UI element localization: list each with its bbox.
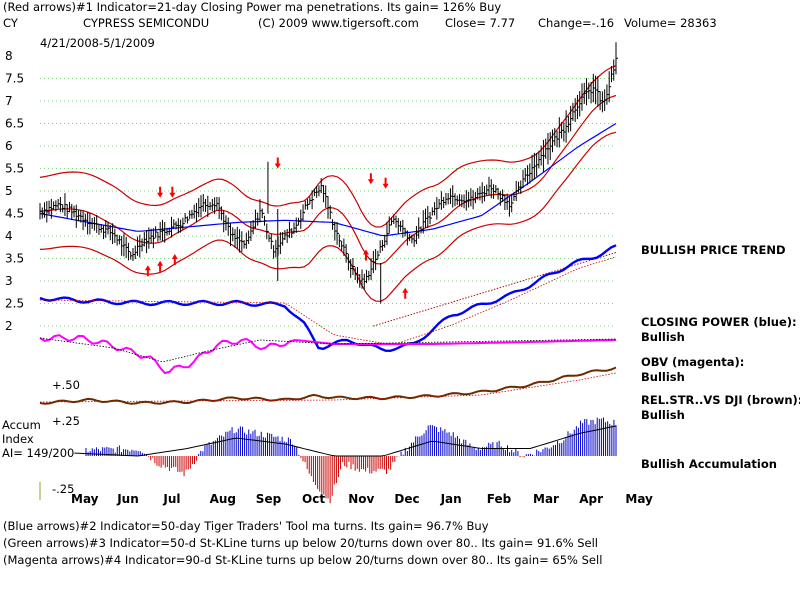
accum-plus50-label: +.50 <box>52 378 80 392</box>
price-bars <box>39 42 618 304</box>
sell-arrow <box>157 186 164 198</box>
sell-arrow <box>274 157 281 169</box>
obv-line <box>39 334 617 375</box>
price-tick-label: 2.5 <box>5 297 24 311</box>
indicator-2-caption: (Blue arrows)#2 Indicator=50-day Tiger T… <box>3 519 489 533</box>
accum-subtitle: Index <box>2 432 34 446</box>
accumulation-label: Bullish Accumulation <box>641 457 777 471</box>
price-tick-label: 4 <box>5 229 13 243</box>
month-tick-label: May <box>625 492 653 506</box>
month-tick-label: Jul <box>162 492 180 506</box>
buy-arrow <box>157 260 164 272</box>
close-value: Close= 7.77 <box>445 16 516 30</box>
price-tick-label: 5 <box>5 184 13 198</box>
relative-strength-ma-line <box>40 372 617 403</box>
closing-power-value: Bullish <box>641 330 685 344</box>
blue-moving-average-line <box>39 122 617 237</box>
price-gridlines <box>40 78 616 327</box>
month-tick-label: Feb <box>487 492 512 506</box>
price-tick-label: 8 <box>5 49 13 63</box>
sell-arrow <box>382 177 389 189</box>
accumulation-histogram <box>85 417 617 504</box>
price-tick-label: 6 <box>5 139 13 153</box>
month-tick-label: Jun <box>116 492 139 506</box>
indicator-3-caption: (Green arrows)#3 Indicator=50-d St-KLine… <box>3 536 599 550</box>
price-tick-label: 4.5 <box>5 207 24 221</box>
month-tick-label: Oct <box>302 492 325 506</box>
accum-ai-value: AI= 149/200 <box>2 446 75 460</box>
month-tick-label: Aug <box>210 492 236 506</box>
signal-arrows <box>144 157 409 299</box>
price-tick-label: 7 <box>5 94 13 108</box>
relstr-label: REL.STR..VS DJI (brown): <box>641 393 800 407</box>
accum-title: Accum <box>2 418 41 432</box>
accumulation-ma-line <box>74 425 617 457</box>
change-value: Change=-.16 <box>538 16 615 30</box>
price-tick-label: 2 <box>5 319 13 333</box>
price-tick-label: 5.5 <box>5 162 24 176</box>
upper-band-line <box>39 65 617 228</box>
price-axis-ticks: 8 7.5 7 6.5 6 5.5 5 4.5 4 3.5 3 2.5 2 <box>5 49 24 333</box>
indicator-1-caption: (Red arrows)#1 Indicator=21-day Closing … <box>3 0 502 14</box>
month-tick-label: May <box>71 492 99 506</box>
buy-arrow <box>144 265 151 277</box>
closing-power-line <box>39 244 617 353</box>
closing-power-label: CLOSING POWER (blue): <box>641 315 797 329</box>
copyright-notice: (C) 2009 www.tigersoft.com <box>258 16 419 30</box>
price-tick-label: 7.5 <box>5 72 24 86</box>
sell-arrow <box>367 173 374 185</box>
relative-strength-line <box>39 366 617 405</box>
obv-label: OBV (magenta): <box>641 355 745 369</box>
date-range: 4/21/2008-5/1/2009 <box>40 36 155 50</box>
month-tick-label: Jan <box>440 492 462 506</box>
month-tick-label: Mar <box>533 492 559 506</box>
accum-minus25-label: -.25 <box>52 482 75 496</box>
month-tick-label: Apr <box>579 492 603 506</box>
price-trend-dotted-line <box>373 252 617 327</box>
closing-power-ma-line <box>39 256 617 346</box>
lower-band-line <box>39 131 617 302</box>
sell-arrow <box>169 186 176 198</box>
accum-plus25-label: +.25 <box>52 414 80 428</box>
price-tick-label: 3.5 <box>5 252 24 266</box>
indicator-4-caption: (Magenta arrows)#4 Indicator=90-d St-KLi… <box>3 553 603 567</box>
price-trend-label: BULLISH PRICE TREND <box>641 243 786 257</box>
obv-value: Bullish <box>641 370 685 384</box>
buy-arrow <box>402 287 409 299</box>
relstr-value: Bullish <box>641 408 685 422</box>
price-tick-label: 6.5 <box>5 117 24 131</box>
price-tick-label: 3 <box>5 274 13 288</box>
month-tick-label: Sep <box>256 492 282 506</box>
month-tick-label: Nov <box>348 492 374 506</box>
company-name: CYPRESS SEMICONDU <box>83 16 210 30</box>
volume-value: Volume= 28363 <box>624 16 717 30</box>
month-axis-labels: May Jun Jul Aug Sep Oct Nov Dec Jan Feb Mar Apr May <box>71 492 653 506</box>
ticker-symbol: CY <box>3 16 18 30</box>
buy-arrow <box>362 249 369 261</box>
month-tick-label: Dec <box>394 492 419 506</box>
buy-arrow <box>171 254 178 265</box>
